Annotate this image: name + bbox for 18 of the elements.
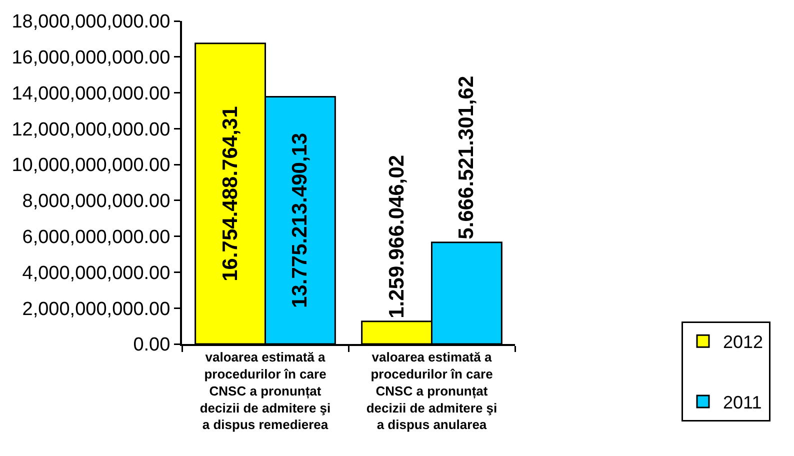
x-tick-label: valoarea estimată a procedurilor în care CNSC a pronunțat decizii de admitere şi a dispus anularea [366, 350, 498, 432]
legend-label: 2012 [723, 332, 764, 352]
data-label: 5.666.521.301,62 [455, 76, 478, 240]
y-tick-label: 2,000,000,000.00 [22, 298, 170, 320]
legend-label: 2011 [723, 392, 762, 413]
y-tick-label: 14,000,000,000.00 [12, 83, 170, 104]
y-tick-label: 16,000,000,000.00 [12, 48, 170, 69]
data-label: 16.754.488.764,31 [218, 106, 242, 282]
y-tick-label: 6,000,000,000.00 [22, 226, 170, 248]
y-tick-label: 0.00 [133, 334, 170, 356]
y-tick-label: 18,000,000,000.00 [12, 12, 170, 33]
y-tick-label: 10,000,000,000.00 [12, 155, 170, 176]
data-label: 13.775.213.490,13 [288, 132, 312, 308]
y-tick-label: 12,000,000,000.00 [12, 119, 170, 140]
x-tick-label: valoarea estimată a procedurilor în care CNSC a pronunțat decizii de admitere şi a dispus remedierea [200, 350, 331, 432]
y-tick-label: 4,000,000,000.00 [22, 262, 170, 284]
data-label: 1.259.966.046,02 [385, 154, 408, 318]
y-tick-label: 8,000,000,000.00 [22, 191, 170, 212]
